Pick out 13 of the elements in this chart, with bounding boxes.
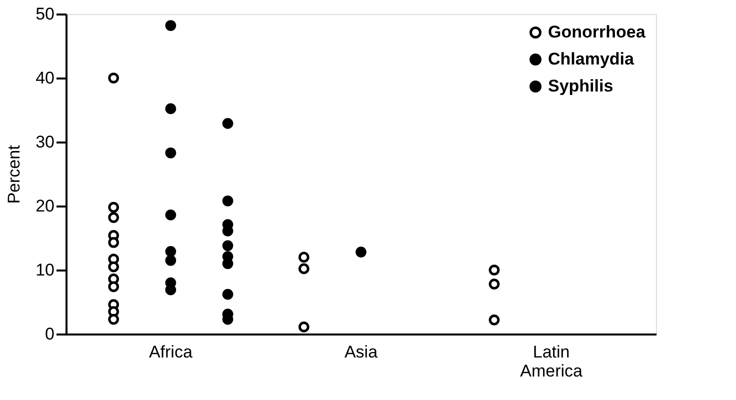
legend-label: Gonorrhoea	[548, 22, 646, 42]
y-tick-label: 30	[36, 132, 54, 152]
y-tick-label: 0	[45, 324, 54, 344]
y-tick-label: 40	[36, 68, 54, 88]
x-tick-label: Asia	[344, 342, 378, 362]
legend-label: Chlamydia	[548, 50, 635, 68]
y-axis-title: Percent	[4, 144, 24, 204]
y-tick-label: 20	[36, 196, 54, 216]
y-tick-label: 50	[36, 4, 54, 24]
y-tick-label: 10	[36, 260, 54, 280]
x-tick-label: Latin America	[520, 342, 584, 380]
legend-label: Syphilis	[548, 76, 614, 96]
x-tick-label: Africa	[148, 342, 193, 362]
